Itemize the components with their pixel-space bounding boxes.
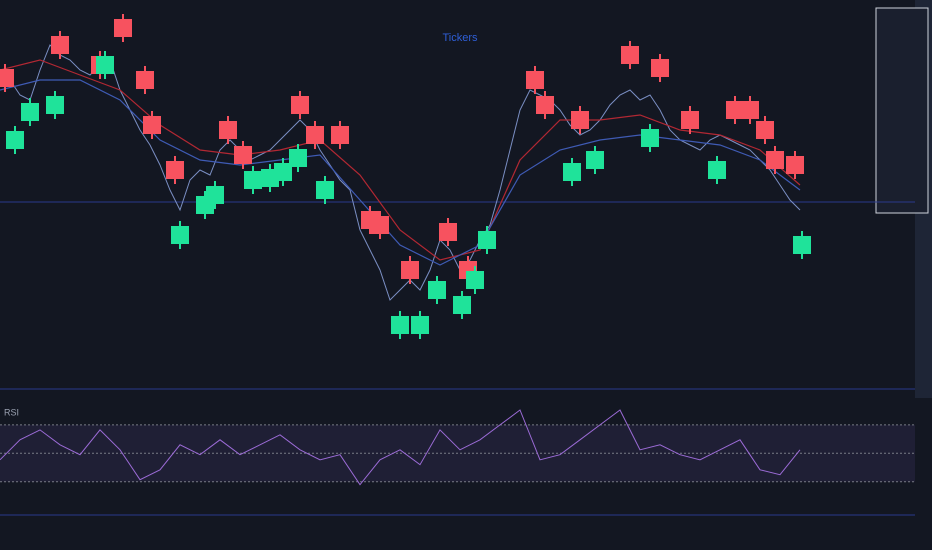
- sell-marker: [219, 121, 237, 139]
- buy-marker: [478, 231, 496, 249]
- sell-marker: [234, 146, 252, 164]
- buy-marker: [274, 163, 292, 181]
- buy-marker: [244, 171, 262, 189]
- buy-marker: [586, 151, 604, 169]
- sell-marker: [786, 156, 804, 174]
- buy-marker: [6, 131, 24, 149]
- buy-marker: [316, 181, 334, 199]
- sell-marker: [0, 69, 14, 87]
- sell-marker: [726, 101, 744, 119]
- sell-marker: [331, 126, 349, 144]
- buy-marker: [453, 296, 471, 314]
- buy-marker: [793, 236, 811, 254]
- sell-marker: [401, 261, 419, 279]
- sell-marker: [114, 19, 132, 37]
- sell-marker: [766, 151, 784, 169]
- sell-marker: [166, 161, 184, 179]
- sell-marker: [526, 71, 544, 89]
- buy-marker: [171, 226, 189, 244]
- series-line: [0, 79, 801, 266]
- buy-marker: [46, 96, 64, 114]
- buy-marker: [466, 271, 484, 289]
- buy-marker: [391, 316, 409, 334]
- sell-marker: [571, 111, 589, 129]
- buy-marker: [206, 186, 224, 204]
- sell-marker: [536, 96, 554, 114]
- sell-marker: [756, 121, 774, 139]
- sell-marker: [136, 71, 154, 89]
- sell-marker: [741, 101, 759, 119]
- buy-marker: [289, 149, 307, 167]
- buy-marker: [641, 129, 659, 147]
- series-line: [0, 59, 801, 261]
- buy-marker: [428, 281, 446, 299]
- sell-marker: [371, 216, 389, 234]
- buy-marker: [96, 56, 114, 74]
- info-table: [875, 7, 929, 214]
- sell-marker: [439, 223, 457, 241]
- sell-marker: [306, 126, 324, 144]
- buy-marker: [708, 161, 726, 179]
- rsi-label: RSI: [4, 407, 19, 417]
- sell-marker: [291, 96, 309, 114]
- series-line: [0, 409, 801, 486]
- sell-marker: [621, 46, 639, 64]
- series-line: [0, 44, 801, 301]
- sell-marker: [51, 36, 69, 54]
- sell-marker: [143, 116, 161, 134]
- buy-marker: [411, 316, 429, 334]
- sell-marker: [681, 111, 699, 129]
- buy-marker: [563, 163, 581, 181]
- buy-marker: [21, 103, 39, 121]
- chart-title: Tickers: [442, 32, 478, 44]
- sell-marker: [651, 59, 669, 77]
